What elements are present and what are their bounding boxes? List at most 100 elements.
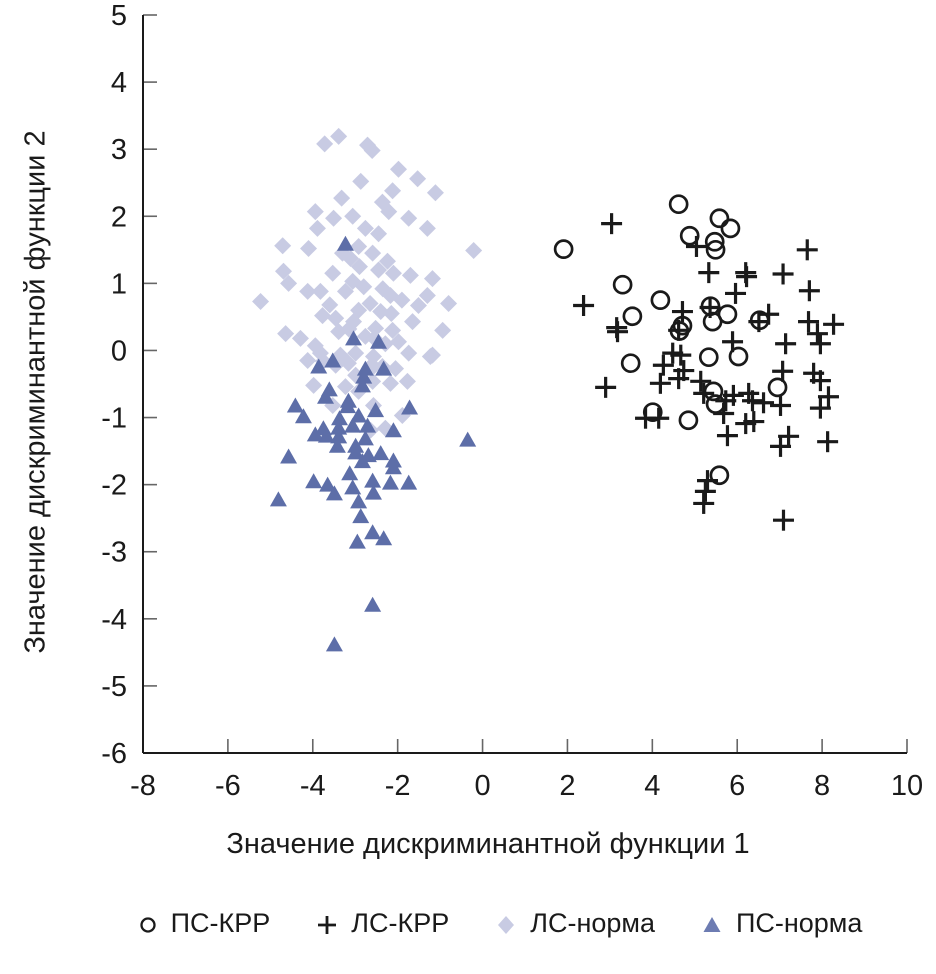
x-tick-label: 2 (559, 770, 575, 802)
x-tick-label: -2 (385, 770, 411, 802)
data-point-diamond (350, 258, 368, 276)
data-point-diamond (398, 372, 416, 390)
y-axis-title: Значение дискриминантной функции 2 (19, 130, 52, 654)
data-point-diamond (252, 292, 270, 310)
data-point-diamond (299, 282, 317, 300)
data-point-diamond (339, 354, 357, 372)
data-point-circle (709, 208, 730, 229)
data-point-diamond (381, 374, 399, 392)
data-point-circle (669, 321, 690, 341)
data-point-diamond (400, 209, 418, 227)
data-point-diamond (380, 203, 398, 221)
legend-label: ПС-норма (735, 908, 863, 938)
data-point-diamond (308, 219, 326, 237)
data-point-diamond (311, 282, 329, 300)
data-point-diamond (333, 189, 351, 207)
data-point-diamond (355, 278, 373, 296)
data-point-diamond (364, 244, 382, 262)
data-point-diamond (390, 333, 408, 351)
data-point-circle (642, 402, 663, 423)
data-point-triangle (350, 407, 368, 423)
data-point-circle (749, 310, 770, 331)
data-point-triangle (280, 448, 298, 464)
data-point-diamond (274, 237, 292, 255)
data-point-circle (705, 394, 726, 414)
data-point-triangle (317, 388, 335, 404)
y-tick-label: 3 (111, 134, 127, 166)
data-point-triangle (325, 636, 343, 652)
data-point-triangle (375, 530, 393, 546)
data-point-triangle (375, 360, 393, 376)
data-point-circle (620, 353, 641, 374)
data-point-triangle (344, 479, 362, 495)
legend-item-ps-norma: ПС-норма (701, 908, 862, 939)
data-point-diamond (330, 127, 348, 145)
data-point-circle (720, 218, 741, 239)
data-point-circle (704, 231, 725, 252)
data-point-triangle (353, 453, 371, 469)
data-point-diamond (370, 261, 388, 279)
data-point-triangle (331, 410, 349, 426)
data-point-diamond (401, 266, 419, 284)
data-point-diamond (382, 305, 400, 323)
data-point-diamond (400, 344, 418, 362)
data-point-triangle (370, 333, 388, 349)
data-point-circle (705, 239, 726, 260)
data-point-diamond (384, 321, 402, 339)
data-point-diamond (370, 225, 388, 243)
data-point-triangle (384, 422, 402, 438)
data-point-diamond (363, 142, 381, 160)
data-point-diamond (409, 170, 427, 188)
y-tick-label: 1 (111, 268, 127, 300)
data-point-triangle (310, 358, 328, 374)
data-point-triangle (352, 508, 370, 524)
legend-item-ls-krr: ЛС-КРР (316, 908, 449, 939)
data-point-triangle (306, 426, 324, 442)
data-point-diamond (299, 352, 317, 370)
data-point-diamond (378, 252, 396, 270)
data-point-triangle (330, 419, 348, 435)
data-point-diamond (324, 264, 342, 282)
data-point-diamond (465, 241, 483, 259)
data-point-triangle (294, 408, 312, 424)
data-point-diamond (321, 296, 339, 314)
data-point-triangle (347, 444, 365, 460)
data-point-circle (668, 194, 689, 215)
data-point-triangle (459, 431, 477, 447)
y-tick-label: 0 (111, 335, 127, 367)
y-tick-label: -6 (101, 738, 127, 770)
data-point-diamond (274, 262, 292, 280)
data-point-diamond (367, 319, 385, 337)
x-tick-label: 6 (729, 770, 745, 802)
data-point-triangle (325, 485, 343, 501)
data-point-circle (767, 377, 788, 398)
x-tick-label: -6 (215, 770, 241, 802)
data-point-circle (679, 225, 700, 246)
data-point-diamond (336, 378, 354, 396)
x-tick-label: 0 (474, 770, 490, 802)
data-point-triangle (305, 473, 323, 489)
data-point-diamond (361, 294, 379, 312)
data-point-circle (698, 347, 719, 368)
data-point-triangle (328, 437, 346, 453)
y-tick-label: -1 (101, 403, 127, 435)
data-point-diamond (336, 282, 354, 300)
data-point-triangle (359, 417, 377, 433)
y-tick-label: 5 (111, 0, 127, 32)
data-point-triangle (372, 445, 390, 461)
data-point-circle (709, 465, 730, 486)
data-point-diamond (291, 329, 309, 347)
data-point-triangle (401, 399, 419, 415)
data-point-diamond (418, 286, 436, 304)
data-point-triangle (319, 476, 337, 492)
y-tick-label: -4 (101, 604, 127, 636)
y-tick-label: 2 (111, 201, 127, 233)
data-point-triangle (356, 430, 374, 446)
data-point-diamond (277, 325, 295, 343)
data-point-circle (703, 381, 724, 402)
data-point-circle (702, 311, 723, 332)
data-point-triangle (364, 596, 382, 612)
x-tick-label: -8 (130, 770, 156, 802)
y-tick-label: -5 (101, 671, 127, 703)
